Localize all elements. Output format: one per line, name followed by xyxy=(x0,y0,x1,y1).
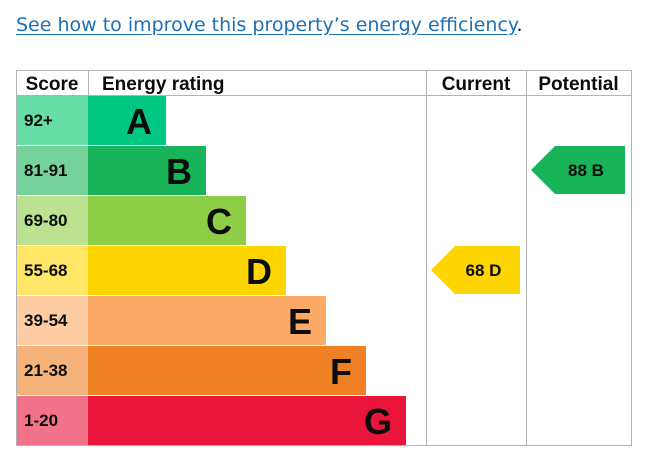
score-cell-a xyxy=(17,96,88,145)
score-label-e: 39-54 xyxy=(24,311,68,330)
intro-text: See how to improve this property’s energ… xyxy=(16,14,523,36)
chart-grid xyxy=(16,70,632,446)
band-letter-f: F xyxy=(330,351,352,392)
header-energy-rating: Energy rating xyxy=(102,74,224,95)
score-cell-g xyxy=(17,396,88,445)
band-letter-a: A xyxy=(126,101,152,142)
score-label-f: 21-38 xyxy=(24,361,67,380)
band-letter-d: D xyxy=(246,251,272,292)
band-bar-d xyxy=(88,246,286,295)
band-bar-a xyxy=(88,96,166,145)
rating-markers: 68 D 88 B xyxy=(431,146,625,294)
score-label-b: 81-91 xyxy=(24,161,67,180)
header-score: Score xyxy=(26,74,79,95)
band-letter-b: B xyxy=(166,151,192,192)
potential-marker-label: 88 B xyxy=(568,161,604,180)
band-letter-g: G xyxy=(364,401,392,442)
improve-efficiency-link[interactable]: See how to improve this property’s energ… xyxy=(16,14,517,36)
score-label-g: 1-20 xyxy=(24,411,58,430)
chart-border xyxy=(16,70,632,446)
score-cell-b xyxy=(17,146,88,195)
band-bar-e xyxy=(88,296,326,345)
band-bar-g xyxy=(88,396,406,445)
score-cell-f xyxy=(17,346,88,395)
score-label-a: 92+ xyxy=(24,111,53,130)
band-bar-f xyxy=(88,346,366,395)
header-potential: Potential xyxy=(538,74,618,95)
current-marker xyxy=(431,246,520,294)
band-letter-c: C xyxy=(206,201,232,242)
rating-rows: 92+ A 81-91 B 69-80 C 55-68 D 39-54 E 21-38 F 1-20 G xyxy=(17,96,406,445)
score-label-c: 69-80 xyxy=(24,211,67,230)
band-bar-c xyxy=(88,196,246,245)
score-cell-d xyxy=(17,246,88,295)
score-label-d: 55-68 xyxy=(24,261,67,280)
potential-marker xyxy=(531,146,625,194)
band-bar-b xyxy=(88,146,206,195)
intro-trailing-period: . xyxy=(516,14,523,36)
score-cell-c xyxy=(17,196,88,245)
header-current: Current xyxy=(442,74,511,95)
score-cell-e xyxy=(17,296,88,345)
band-letter-e: E xyxy=(288,301,312,342)
current-marker-label: 68 D xyxy=(466,261,502,280)
chart-headers: Score Energy rating Current Potential xyxy=(26,74,619,95)
